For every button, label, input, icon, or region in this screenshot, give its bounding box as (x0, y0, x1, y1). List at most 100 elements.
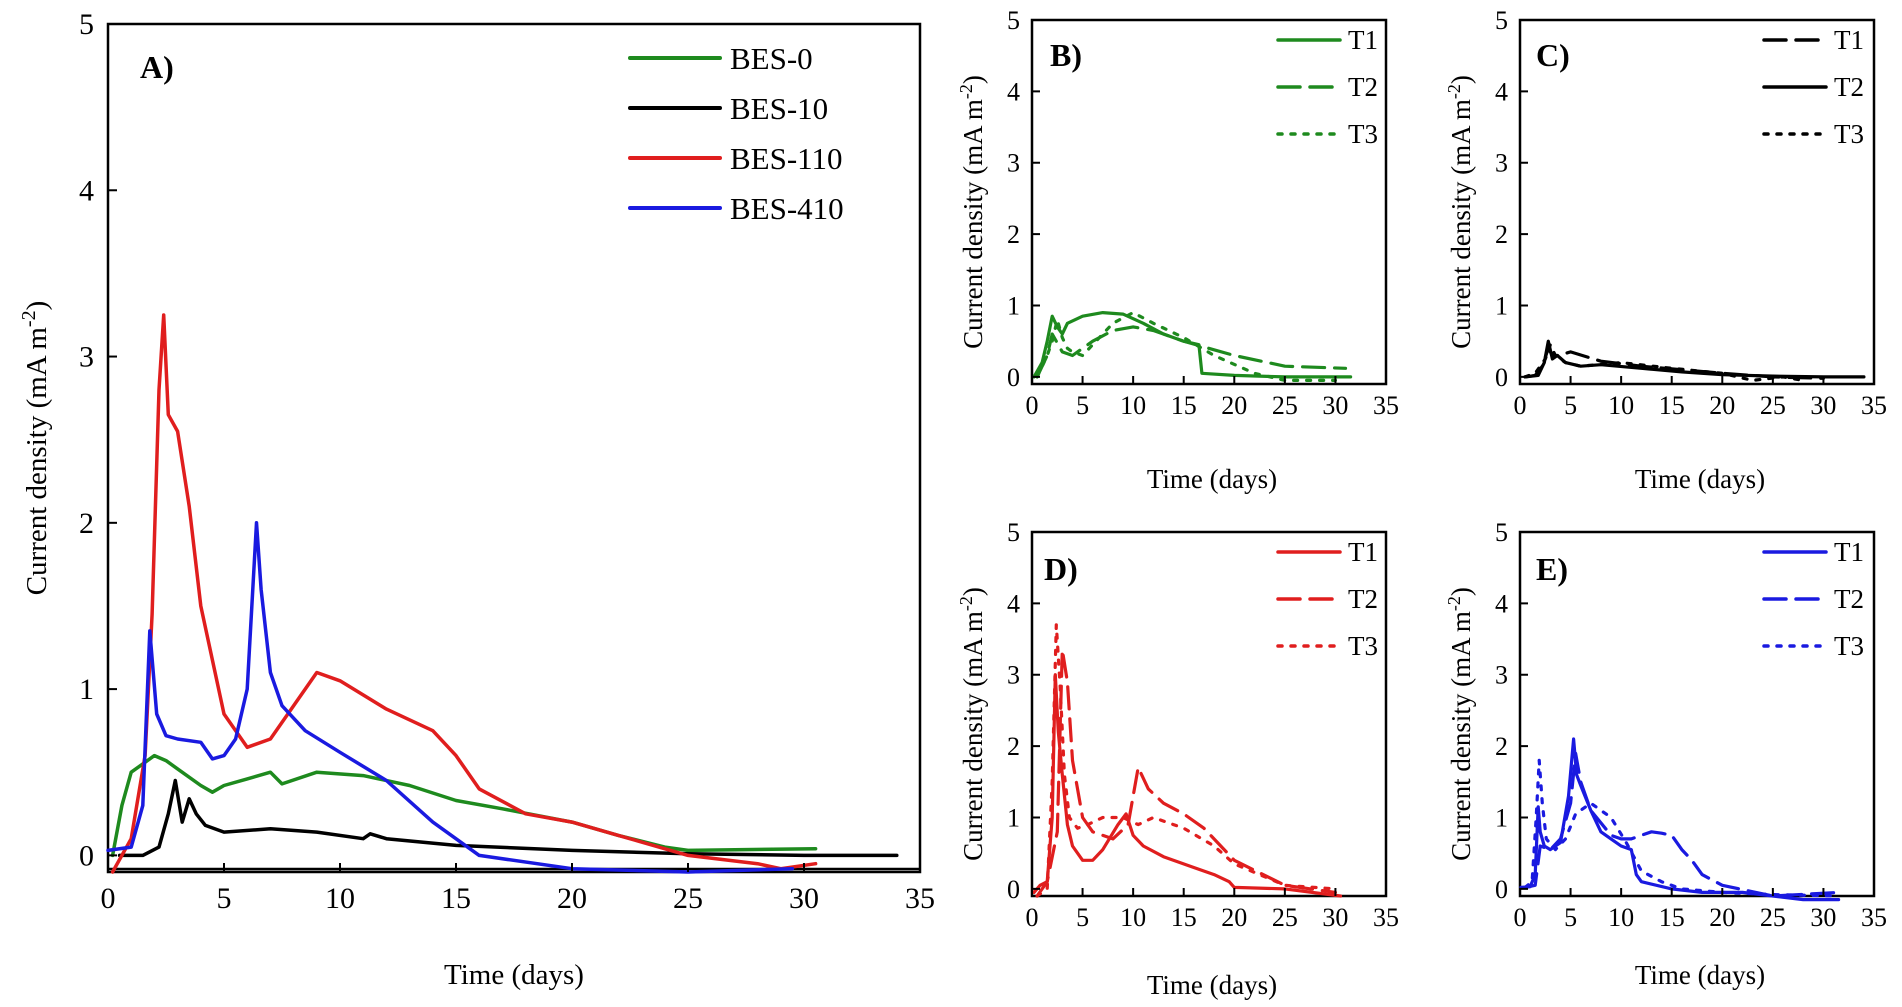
x-tick-label-a-25: 25 (673, 882, 703, 915)
panel-label-b: B) (1050, 37, 1082, 73)
series-line-b-t1 (1032, 311, 1353, 379)
x-tick-label-e-10: 10 (1608, 903, 1634, 932)
x-tick-label-a-0: 0 (101, 882, 116, 915)
x-tick-label-b-25: 25 (1272, 391, 1298, 420)
series-line-e-t2 (1523, 751, 1841, 898)
y-tick-label-a-3: 3 (79, 341, 94, 374)
x-tick-label-b-0: 0 (1026, 391, 1039, 420)
series-line-a-bes-10 (117, 778, 899, 858)
x-tick-label-e-25: 25 (1760, 903, 1786, 932)
series-line-b-t2 (1035, 325, 1348, 379)
y-tick-label-d-1: 1 (1007, 803, 1020, 832)
x-tick-label-b-20: 20 (1221, 391, 1247, 420)
series-line-b-t3 (1035, 311, 1338, 382)
legend-label-b-t2: T2 (1348, 72, 1378, 102)
x-tick-label-d-35: 35 (1373, 903, 1399, 932)
legend-label-a-bes-0: BES-0 (730, 41, 813, 76)
plot-frame-b (1030, 18, 1388, 386)
legend-c: T1 T2 T3 (1762, 25, 1864, 149)
y-tick-label-b-1: 1 (1007, 291, 1020, 320)
panel-label-e: E) (1536, 551, 1568, 587)
series-layer-e (1519, 737, 1841, 902)
series-line-a-bes-0 (110, 753, 818, 858)
x-tick-label-a-20: 20 (557, 882, 587, 915)
y-axis-label-c: Current density (mA m-2) (1444, 75, 1476, 349)
x-tick-label-a-35: 35 (905, 882, 935, 915)
legend-label-b-t3: T3 (1348, 119, 1378, 149)
y-tick-label-d-2: 2 (1007, 732, 1020, 761)
x-tick-label-b-10: 10 (1120, 391, 1146, 420)
y-tick-label-a-4: 4 (79, 174, 94, 207)
series-line-d-t3 (1035, 623, 1338, 898)
x-tick-label-d-10: 10 (1120, 903, 1146, 932)
y-tick-label-c-1: 1 (1495, 291, 1508, 320)
y-tick-label-a-0: 0 (79, 839, 94, 872)
y-axis-label-e-main: Current density (mA m (1446, 611, 1476, 861)
y-axis-label-e-sup: -2 (1444, 596, 1464, 611)
x-tick-label-c-25: 25 (1760, 391, 1786, 420)
x-tick-label-b-5: 5 (1076, 391, 1089, 420)
y-axis-label-d: Current density (mA m-2) (956, 587, 988, 861)
series-line-d-t2 (1035, 648, 1338, 898)
y-tick-label-c-4: 4 (1495, 77, 1508, 106)
y-tick-label-b-4: 4 (1007, 77, 1020, 106)
y-tick-label-c-2: 2 (1495, 220, 1508, 249)
x-tick-label-e-35: 35 (1861, 903, 1887, 932)
series-line-e-t3 (1523, 758, 1841, 898)
panel-label-a: A) (140, 49, 174, 85)
y-tick-label-b-3: 3 (1007, 149, 1020, 178)
legend-label-d-t1: T1 (1348, 537, 1378, 567)
legend-label-e-t1: T1 (1834, 537, 1864, 567)
plot-frame-c (1518, 18, 1876, 386)
y-tick-label-e-0: 0 (1495, 875, 1508, 904)
legend-label-d-t2: T2 (1348, 584, 1378, 614)
series-layer-b (1032, 311, 1353, 382)
series-line-a-bes-410 (106, 521, 795, 874)
x-axis-label-b: Time (days) (1147, 464, 1277, 494)
legend-d: T1 T2 T3 (1276, 537, 1378, 661)
y-tick-label-a-5: 5 (79, 8, 94, 41)
x-tick-label-d-30: 30 (1322, 903, 1348, 932)
series-layer-a (106, 313, 899, 874)
x-tick-label-c-20: 20 (1709, 391, 1735, 420)
x-tick-label-d-0: 0 (1026, 903, 1039, 932)
x-tick-label-d-5: 5 (1076, 903, 1089, 932)
y-tick-label-c-3: 3 (1495, 149, 1508, 178)
panel-d: 0 5 10 15 20 25 30 35 0 1 2 3 4 5 T1 T2 T3 D) Time (day… (956, 518, 1399, 1000)
series-line-c-t3 (1523, 343, 1805, 382)
y-tick-label-d-5: 5 (1007, 518, 1020, 547)
y-axis-label-a-end: ) (21, 301, 53, 311)
y-axis-label-c-end: ) (1446, 75, 1476, 84)
ticks-c: 0 5 10 15 20 25 30 35 0 1 2 3 4 5 (1495, 6, 1887, 420)
panel-e: 0 5 10 15 20 25 30 35 0 1 2 3 4 5 T1 T2 T3 E) Time (day… (1444, 518, 1887, 990)
x-tick-label-a-10: 10 (325, 882, 355, 915)
y-tick-label-e-5: 5 (1495, 518, 1508, 547)
legend-label-d-t3: T3 (1348, 631, 1378, 661)
y-axis-label-b: Current density (mA m-2) (956, 75, 988, 349)
ticks-a: 0 5 10 15 20 25 30 35 0 1 2 3 4 5 (79, 8, 935, 915)
y-axis-label-a-sup: -2 (18, 310, 40, 327)
x-tick-label-a-30: 30 (789, 882, 819, 915)
x-tick-label-d-15: 15 (1171, 903, 1197, 932)
ticks-b: 0 5 10 15 20 25 30 35 0 1 2 3 4 5 (1007, 6, 1399, 420)
y-tick-label-a-1: 1 (79, 673, 94, 706)
x-tick-label-b-15: 15 (1171, 391, 1197, 420)
x-tick-label-c-5: 5 (1564, 391, 1577, 420)
y-axis-label-a: Current density (mA m-2) (18, 301, 53, 596)
x-tick-label-b-35: 35 (1373, 391, 1399, 420)
x-tick-label-d-20: 20 (1221, 903, 1247, 932)
x-tick-label-c-15: 15 (1659, 391, 1685, 420)
series-line-e-t1 (1519, 737, 1841, 902)
x-tick-label-c-10: 10 (1608, 391, 1634, 420)
y-axis-label-d-end: ) (958, 587, 988, 596)
y-tick-label-c-5: 5 (1495, 6, 1508, 35)
plot-frame-a (106, 22, 922, 874)
x-axis-label-e: Time (days) (1635, 960, 1765, 990)
panel-label-c: C) (1536, 37, 1570, 73)
x-tick-label-e-30: 30 (1810, 903, 1836, 932)
legend-label-c-t2: T2 (1834, 72, 1864, 102)
y-tick-label-b-2: 2 (1007, 220, 1020, 249)
y-axis-label-b-main: Current density (mA m (958, 99, 988, 349)
series-line-a-bes-110 (110, 313, 818, 874)
